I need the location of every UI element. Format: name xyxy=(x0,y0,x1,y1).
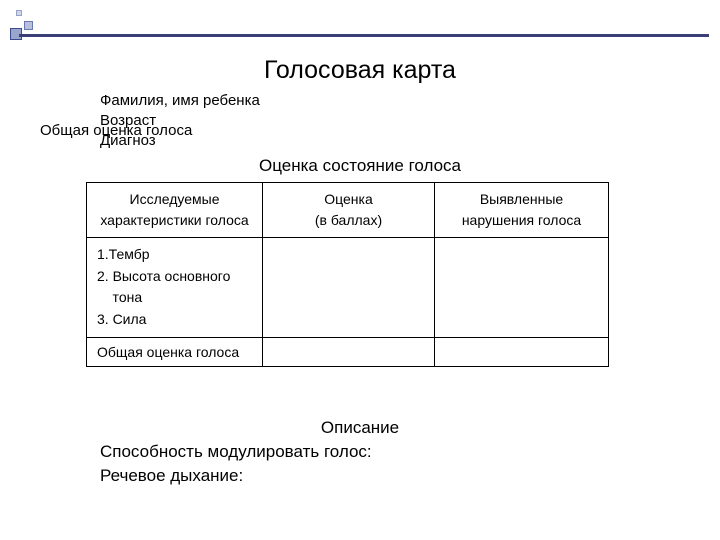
th-c3-line1: Выявленные xyxy=(480,191,563,207)
description-title: Описание xyxy=(0,418,720,438)
r1-l3: тона xyxy=(97,289,142,305)
th-c1-line1: Исследуемые xyxy=(130,191,220,207)
decor-square-mid xyxy=(24,21,33,30)
description-modulation: Способность модулировать голос: xyxy=(100,442,372,462)
table-row: 1.Тембр 2. Высота основного тона 3. Сила xyxy=(87,238,609,338)
th-characteristics: Исследуемые характеристики голоса xyxy=(87,183,263,238)
section-subtitle: Оценка состояние голоса xyxy=(0,156,720,176)
cell-overall-label: Общая оценка голоса xyxy=(87,337,263,366)
cell-overall-score xyxy=(263,337,435,366)
th-c2-line1: Оценка xyxy=(324,191,373,207)
table-row: Общая оценка голоса xyxy=(87,337,609,366)
th-c1-line2: характеристики голоса xyxy=(100,212,248,228)
field-name: Фамилия, имя ребенка xyxy=(100,92,260,109)
th-c2-line2: (в баллах) xyxy=(315,212,382,228)
cell-overall-violations xyxy=(435,337,609,366)
cell-score xyxy=(263,238,435,338)
r1-l4: 3. Сила xyxy=(97,311,146,327)
th-score: Оценка (в баллах) xyxy=(263,183,435,238)
r1-l1: 1.Тембр xyxy=(97,246,150,262)
r1-l2: 2. Высота основного xyxy=(97,268,230,284)
table-header-row: Исследуемые характеристики голоса Оценка… xyxy=(87,183,609,238)
description-breathing: Речевое дыхание: xyxy=(100,466,243,486)
cell-characteristics: 1.Тембр 2. Высота основного тона 3. Сила xyxy=(87,238,263,338)
cell-violations xyxy=(435,238,609,338)
assessment-table: Исследуемые характеристики голоса Оценка… xyxy=(86,182,609,367)
decor-square-small xyxy=(16,10,22,16)
th-violations: Выявленные нарушения голоса xyxy=(435,183,609,238)
accent-bar xyxy=(19,34,709,37)
page-title: Голосовая карта xyxy=(0,56,720,85)
overlay-label: Общая оценка голоса xyxy=(40,122,192,139)
th-c3-line2: нарушения голоса xyxy=(462,212,581,228)
